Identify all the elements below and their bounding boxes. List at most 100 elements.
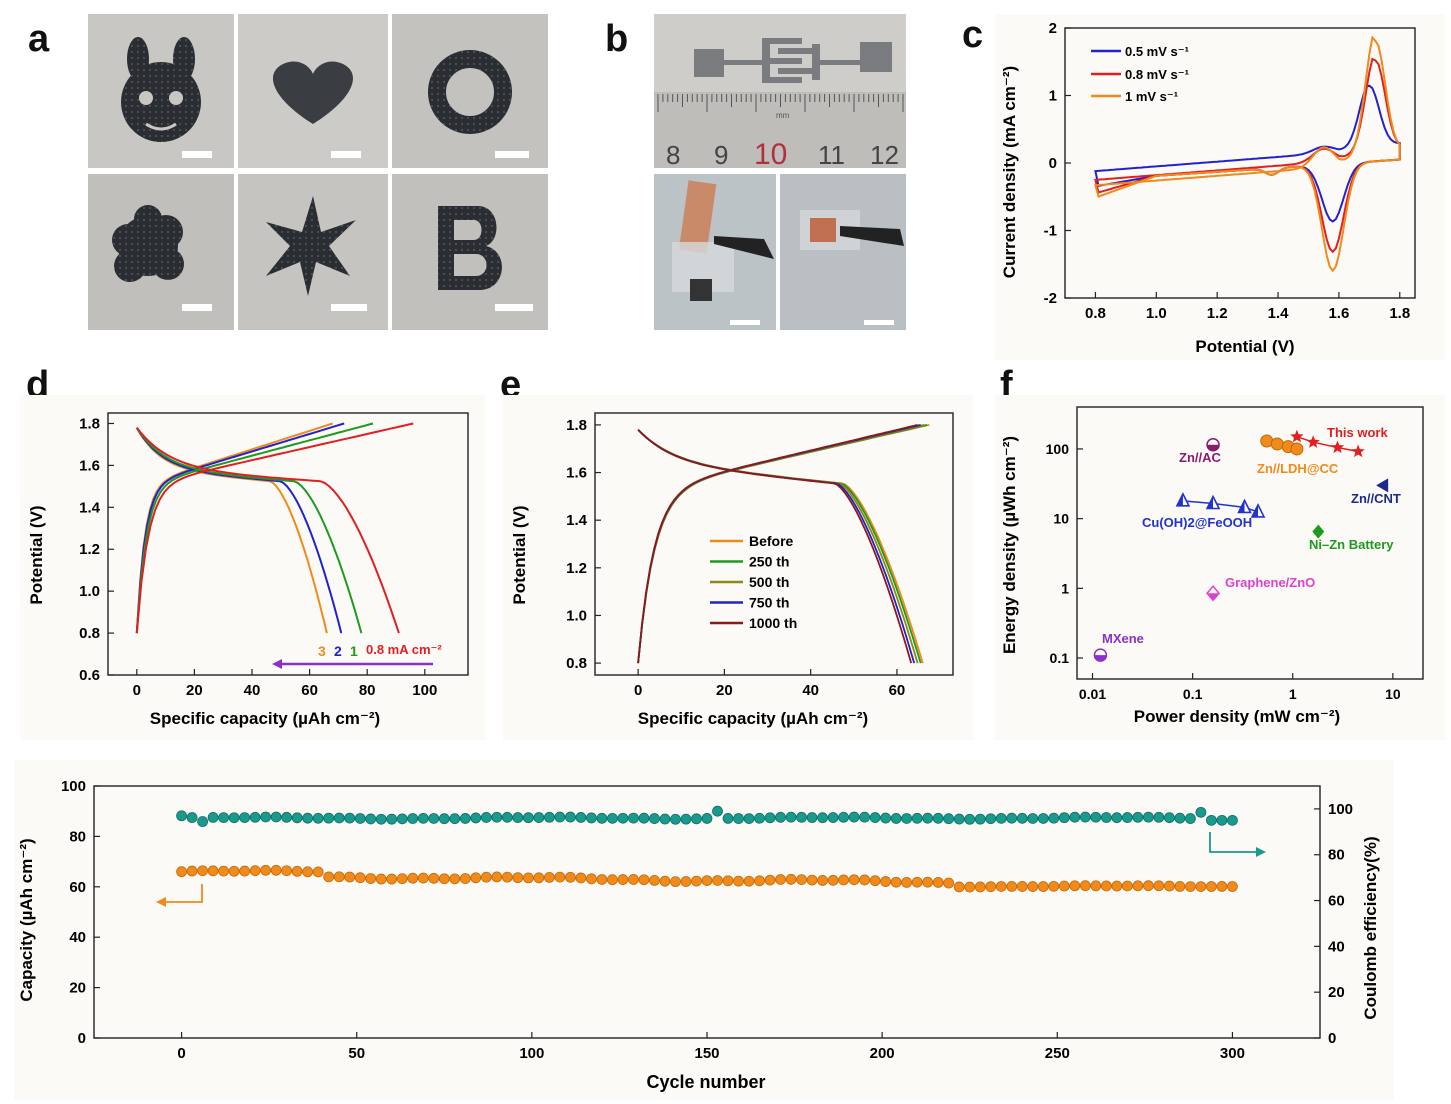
capacity-point	[533, 872, 545, 884]
f-label-graphene: Graphene/ZnO	[1225, 575, 1315, 590]
ce-point	[501, 811, 513, 823]
capacity-point	[1100, 880, 1112, 892]
f-xlabel: Power density (mW cm⁻²)	[1134, 707, 1340, 726]
capacity-point	[501, 871, 513, 883]
capacity-point	[207, 865, 219, 877]
y2-tick-label: 80	[1328, 847, 1345, 864]
capacity-point	[596, 874, 608, 885]
y-tick-label: 0	[1049, 155, 1057, 172]
ce-point	[543, 811, 555, 823]
capacity-point	[564, 871, 576, 883]
ce-point	[365, 813, 377, 825]
capacity-point	[890, 876, 902, 888]
capacity-point	[659, 875, 671, 887]
x-tick-label: 10	[1385, 686, 1401, 702]
capacity-arrow	[164, 884, 203, 903]
scale-bar	[331, 151, 361, 158]
ce-point	[1142, 811, 1154, 823]
ce-point	[1069, 811, 1081, 823]
d-label-3: 3	[318, 643, 326, 659]
ce-point	[1006, 812, 1018, 824]
capacity-point	[827, 874, 839, 886]
y-tick-label: -2	[1044, 290, 1057, 307]
f-point-4-1-fill	[1207, 496, 1214, 509]
y-tick-label: 40	[69, 929, 86, 946]
capacity-point	[617, 874, 629, 885]
ce-point	[817, 812, 828, 824]
y-tick-label: 80	[69, 828, 86, 845]
ce-point	[701, 813, 713, 824]
x-tick-label: 200	[870, 1045, 895, 1062]
capacity-point	[438, 873, 450, 885]
ce-point	[218, 812, 230, 824]
ce-point	[1027, 813, 1039, 824]
e-legend-label: 250 th	[749, 554, 789, 570]
d-label-0.8: 0.8 mA cm⁻²	[366, 642, 442, 657]
y-tick-label: 0	[78, 1030, 86, 1047]
capacity-point	[1132, 880, 1144, 892]
capacity-point	[785, 873, 797, 885]
panel-label-b: b	[605, 18, 629, 60]
x-tick-label: 1.6	[1328, 305, 1349, 322]
ce-point	[649, 813, 660, 824]
ce-point	[764, 812, 776, 824]
capacity-point	[386, 873, 398, 885]
ce-point	[1058, 812, 1070, 824]
capacity-point	[943, 877, 955, 889]
ce-point	[449, 813, 461, 825]
ce-point	[743, 813, 755, 824]
ce-point	[985, 813, 997, 825]
ruler-number: 10	[754, 138, 787, 171]
x-tick-label: 1.0	[1146, 305, 1167, 322]
y-tick-label: 1.4	[79, 499, 101, 516]
ce-point	[722, 813, 734, 824]
panel-a-photos	[88, 14, 548, 330]
capacity-point	[197, 865, 208, 877]
f-labels: This work Zn//LDH@CC Zn//AC Zn//CNT Cu(O…	[1102, 425, 1401, 646]
charge-curve-1	[135, 422, 345, 634]
e-ylabel: Potential (V)	[510, 505, 529, 604]
capacity-point	[522, 872, 534, 884]
ce-point	[344, 812, 356, 824]
e-legend-label: 750 th	[749, 595, 789, 611]
capacity-point	[176, 866, 187, 878]
d-xlabel: Specific capacity (µAh cm⁻²)	[150, 709, 380, 728]
capacity-point	[974, 881, 986, 893]
panel-b-photos: mm 8 9 10 11 12	[654, 14, 906, 330]
y-tick-label: 1.2	[566, 560, 587, 577]
capacity-point	[249, 865, 261, 877]
ce-point	[1153, 811, 1165, 823]
capacity-point	[1090, 880, 1102, 892]
g-y2label: Coulomb efficiency(%)	[1361, 836, 1380, 1019]
ce-point	[428, 813, 440, 824]
capacity-point	[670, 876, 681, 888]
f-point-6-0-fill	[1207, 593, 1220, 601]
ce-point	[396, 813, 408, 825]
x-tick-label: 0.01	[1079, 686, 1106, 702]
plot-frame	[1076, 406, 1424, 680]
y-tick-label: 1.8	[566, 417, 587, 434]
capacity-arrow-head	[156, 897, 166, 907]
capacity-point	[691, 875, 702, 887]
ce-point	[260, 811, 272, 823]
panel-label-c: c	[962, 14, 984, 56]
capacity-point	[880, 876, 892, 887]
x-tick-label: 100	[412, 682, 437, 699]
ce-point	[407, 813, 419, 824]
ce-point	[239, 812, 251, 823]
capacity-point	[964, 881, 976, 893]
ce-point	[375, 813, 387, 825]
ce-point	[207, 811, 219, 823]
f-label-nizn: Ni–Zn Battery	[1309, 537, 1394, 552]
capacity-point	[270, 864, 282, 876]
tile-ring	[392, 14, 548, 168]
ce-point	[859, 811, 871, 823]
ce-point	[386, 813, 398, 825]
ce-point	[302, 812, 314, 824]
x-tick-label: 80	[359, 682, 376, 699]
charge-curve-3	[135, 422, 414, 634]
x-tick-label: 1.8	[1389, 305, 1410, 322]
y-tick-label: 1.8	[79, 415, 100, 432]
ruler-number: 9	[714, 140, 728, 170]
ce-point	[249, 811, 261, 823]
